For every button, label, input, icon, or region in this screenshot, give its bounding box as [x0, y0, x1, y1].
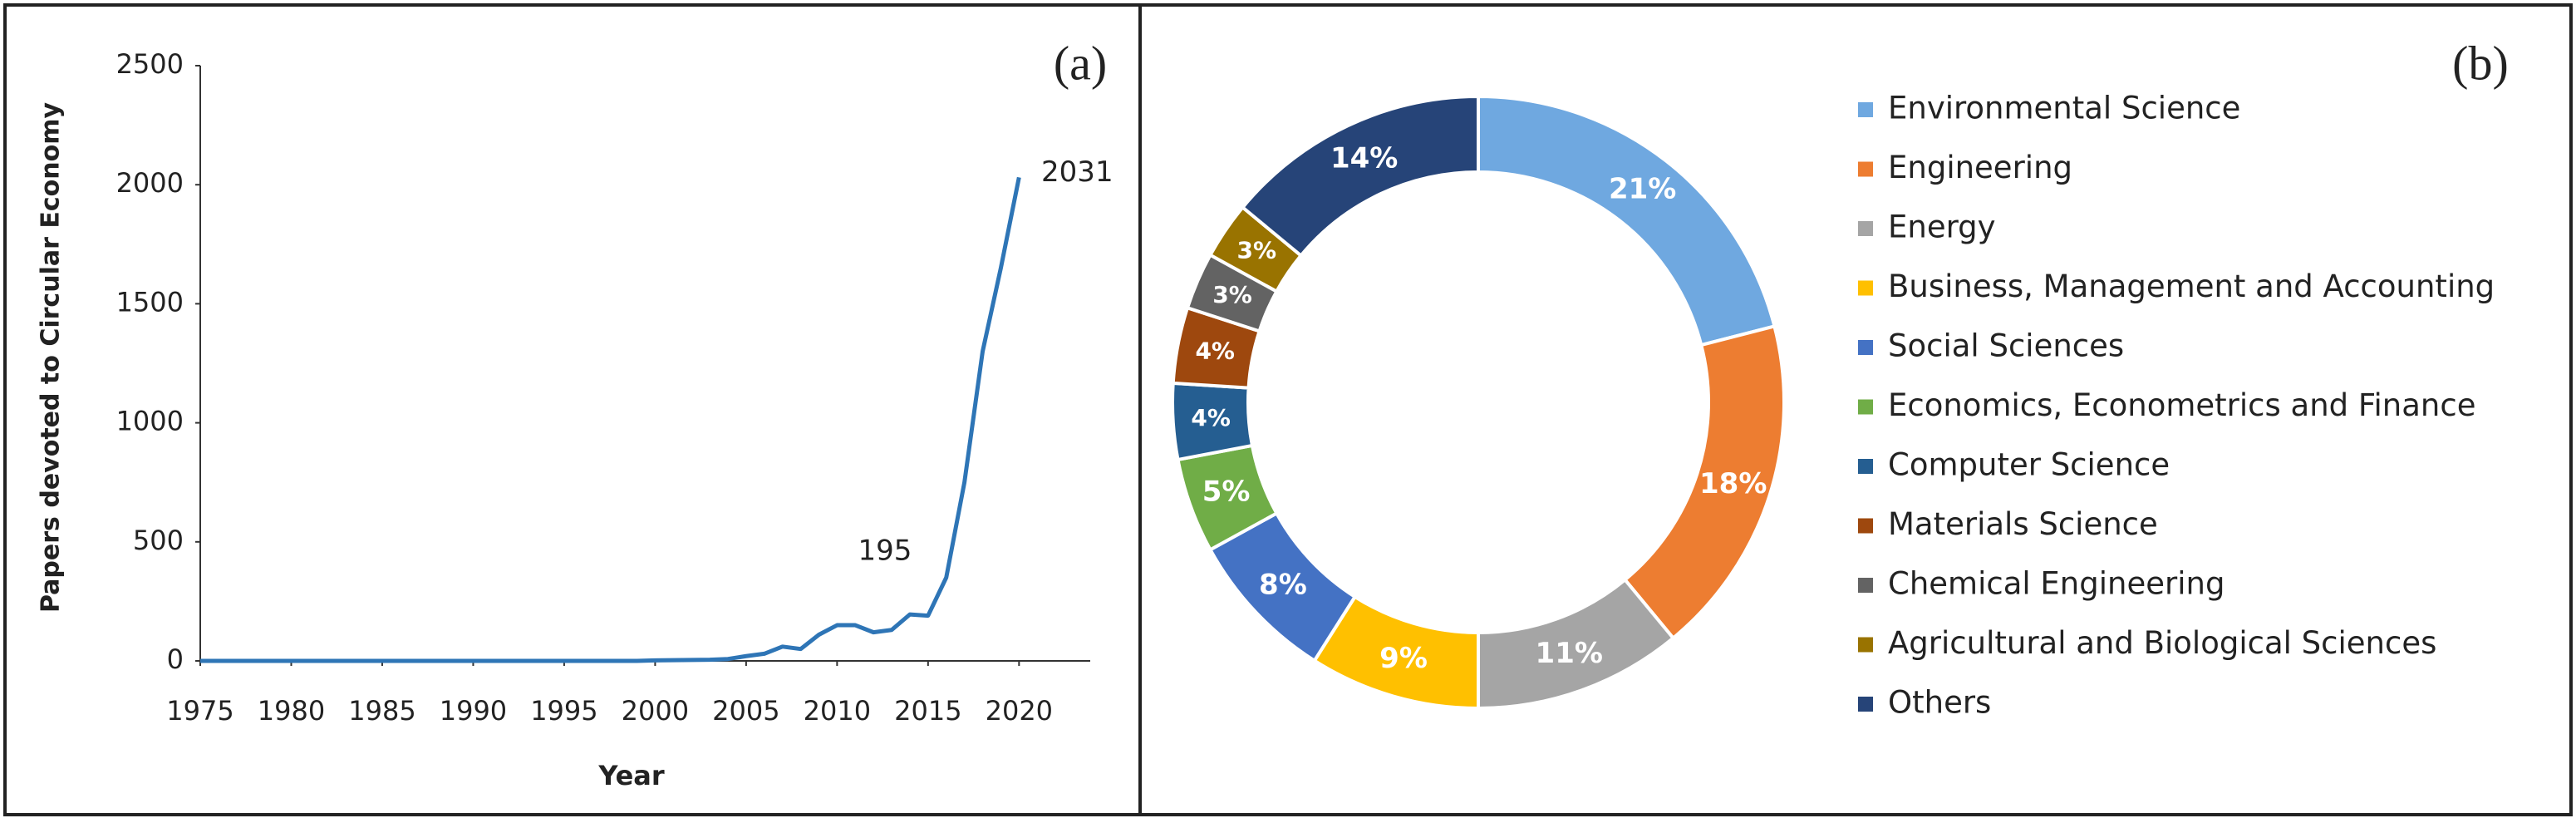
y-tick-label: 1000	[116, 406, 184, 437]
x-tick-label: 1975	[166, 695, 234, 727]
slice-label: 3%	[1212, 281, 1252, 308]
y-tick-label: 1500	[116, 286, 184, 318]
data-line	[200, 176, 1021, 663]
legend-swatch	[1858, 637, 1873, 653]
legend-label: Materials Science	[1888, 506, 2158, 542]
legend-label: Computer Science	[1888, 447, 2170, 483]
x-tick-label: 1995	[530, 695, 597, 727]
legend-label: Business, Management and Accounting	[1888, 269, 2495, 304]
slice-label: 14%	[1330, 142, 1398, 175]
slice-label: 4%	[1195, 338, 1235, 365]
data-label: 2031	[1041, 155, 1113, 189]
x-tick-label: 2020	[986, 695, 1053, 727]
legend-swatch	[1858, 161, 1873, 177]
legend-label: Others	[1888, 685, 1991, 721]
legend-swatch	[1858, 459, 1873, 474]
slice-label: 11%	[1536, 637, 1603, 670]
x-tick-label: 1985	[348, 695, 415, 727]
outer-border	[3, 3, 2573, 816]
y-axis-title: Papers devoted to Circular Economy	[37, 102, 66, 613]
donut-slice	[1477, 94, 1777, 347]
legend-swatch	[1858, 518, 1873, 534]
legend-swatch	[1858, 697, 1873, 712]
legend-swatch	[1858, 221, 1873, 236]
x-axis-title: Year	[597, 760, 665, 791]
y-tick-label: 2500	[116, 48, 184, 80]
panel-label: (a)	[1054, 36, 1107, 90]
slice-label: 8%	[1259, 568, 1307, 601]
slice-label: 4%	[1191, 404, 1231, 431]
x-tick-label: 1990	[440, 695, 507, 727]
x-tick-label: 2000	[622, 695, 689, 727]
legend-label: Economics, Econometrics and Finance	[1888, 387, 2475, 423]
y-tick-label: 500	[133, 525, 184, 556]
legend-label: Chemical Engineering	[1888, 566, 2225, 602]
x-tick-label: 1980	[258, 695, 325, 727]
slice-label: 3%	[1236, 237, 1276, 264]
legend-swatch	[1858, 340, 1873, 355]
x-tick-label: 2015	[894, 695, 961, 727]
y-tick-label: 2000	[116, 167, 184, 199]
legend-swatch	[1858, 280, 1873, 296]
legend-label: Environmental Science	[1888, 91, 2240, 126]
legend-label: Engineering	[1888, 150, 2072, 185]
y-tick-label: 0	[167, 643, 184, 675]
slice-label: 21%	[1609, 173, 1676, 206]
x-tick-label: 2010	[804, 695, 871, 727]
legend-swatch	[1858, 578, 1873, 593]
slice-label: 9%	[1379, 642, 1428, 675]
legend-label: Social Sciences	[1888, 328, 2124, 364]
panel-label: (b)	[2452, 36, 2509, 90]
legend-swatch	[1858, 102, 1873, 117]
slice-label: 18%	[1699, 467, 1767, 500]
legend-label: Agricultural and Biological Sciences	[1888, 625, 2436, 661]
donut-slice	[1240, 94, 1480, 259]
data-label: 195	[858, 535, 912, 568]
legend-label: Energy	[1888, 209, 1996, 245]
x-tick-label: 2005	[712, 695, 779, 727]
legend-swatch	[1858, 399, 1873, 415]
slice-label: 5%	[1202, 476, 1251, 509]
